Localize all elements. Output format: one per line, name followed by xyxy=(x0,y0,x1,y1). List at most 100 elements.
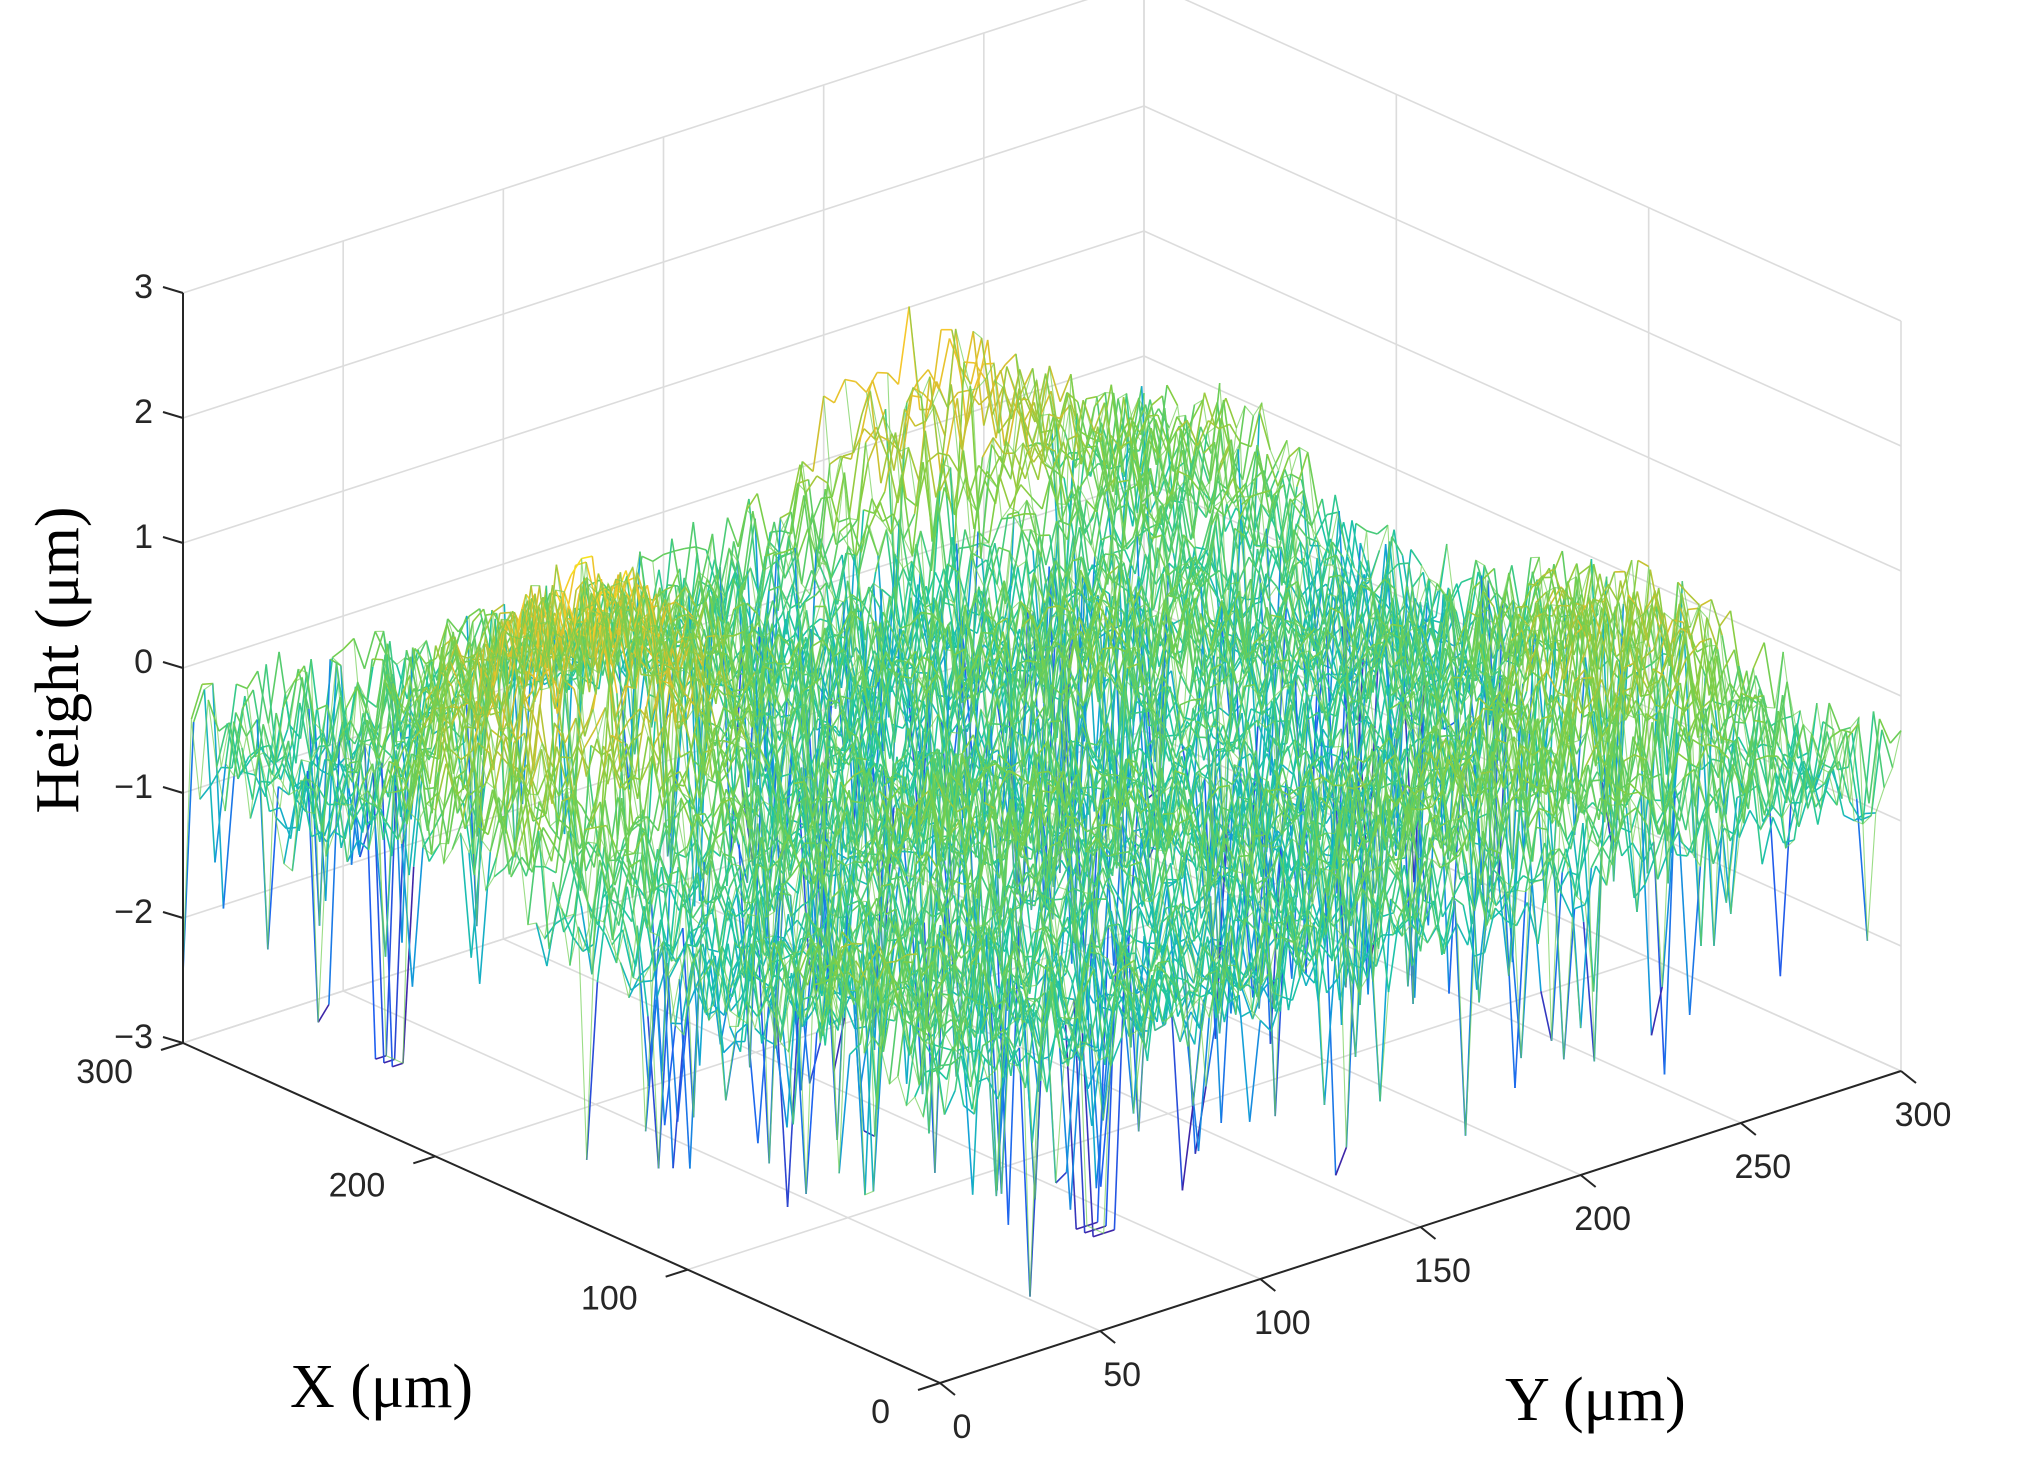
mesh-segment xyxy=(904,617,917,659)
mesh-segment xyxy=(342,637,355,650)
mesh-segment xyxy=(900,561,913,629)
mesh-segment xyxy=(581,555,593,560)
mesh-segment xyxy=(1118,417,1132,439)
mesh-segment xyxy=(1271,546,1285,584)
mesh-segment xyxy=(1218,423,1231,430)
mesh-segment xyxy=(455,643,468,673)
mesh-segment xyxy=(760,564,773,603)
surface-mesh xyxy=(182,306,1902,1297)
mesh-segment xyxy=(398,675,411,702)
mesh-segment xyxy=(573,688,586,737)
mesh-segment xyxy=(829,455,841,465)
mesh-segment xyxy=(243,771,255,776)
mesh-segment xyxy=(975,559,987,570)
mesh-segment xyxy=(386,822,399,841)
mesh-segment xyxy=(1216,512,1230,590)
mesh-segment xyxy=(748,626,761,687)
mesh-segment xyxy=(1103,402,1116,465)
mesh-segment xyxy=(726,517,739,548)
mesh-segment xyxy=(465,701,478,770)
mesh-segment xyxy=(954,477,967,516)
mesh-segment xyxy=(834,552,847,607)
mesh-segment xyxy=(933,405,946,437)
mesh-segment xyxy=(945,398,959,456)
mesh-segment xyxy=(789,601,802,609)
mesh-segment xyxy=(420,752,433,814)
mesh-segment xyxy=(1250,402,1263,447)
mesh-segment xyxy=(698,571,711,625)
mesh-segment xyxy=(392,1062,404,1068)
mesh-segment xyxy=(485,643,498,708)
mesh-segment xyxy=(582,604,595,625)
mesh-segment xyxy=(1151,395,1163,406)
mesh-segment xyxy=(897,306,910,385)
mesh-segment xyxy=(804,594,817,603)
mesh-segment xyxy=(607,634,620,668)
mesh-segment xyxy=(671,648,684,698)
mesh-segment xyxy=(224,683,238,764)
mesh-segment xyxy=(267,651,280,724)
mesh-segment xyxy=(222,775,235,909)
mesh-segment xyxy=(430,742,443,855)
mesh-segment xyxy=(199,785,212,800)
mesh-segment xyxy=(962,450,975,530)
mesh-segment xyxy=(355,781,368,826)
mesh-segment xyxy=(192,689,206,723)
mesh-segment xyxy=(1280,546,1293,605)
mesh-segment xyxy=(1131,420,1144,494)
mesh-segment xyxy=(1289,498,1302,515)
mesh-segment xyxy=(524,680,537,790)
mesh-segment xyxy=(741,511,754,590)
mesh-segment xyxy=(425,686,439,718)
mesh-segment xyxy=(983,362,994,365)
mesh-segment xyxy=(863,428,876,440)
mesh-segment xyxy=(1093,392,1106,408)
mesh-segment xyxy=(993,363,1006,446)
mesh-segment xyxy=(1010,530,1024,586)
mesh-segment xyxy=(458,642,471,674)
mesh-segment xyxy=(1067,433,1079,441)
mesh-segment xyxy=(267,786,280,950)
mesh-segment xyxy=(1075,604,1089,637)
mesh-segment xyxy=(635,621,648,689)
mesh-segment xyxy=(375,1054,387,1060)
mesh-segment xyxy=(756,493,769,541)
mesh-segment xyxy=(232,721,245,773)
mesh-segment xyxy=(493,603,505,613)
mesh-segment xyxy=(969,542,981,548)
mesh-segment xyxy=(397,788,410,876)
mesh-segment xyxy=(1134,513,1147,575)
mesh-segment xyxy=(327,680,340,744)
mesh-segment xyxy=(1126,503,1139,523)
mesh-segment xyxy=(1264,461,1278,485)
mesh-segment xyxy=(1165,524,1179,567)
mesh-segment xyxy=(641,673,652,677)
mesh-segment xyxy=(462,802,475,876)
mesh-segment xyxy=(372,631,385,667)
mesh-segment xyxy=(473,785,486,876)
mesh-segment xyxy=(868,586,881,608)
mesh-segment xyxy=(1199,440,1212,481)
mesh-segment xyxy=(266,775,279,787)
mesh-segment xyxy=(884,432,897,492)
mesh-segment xyxy=(1059,373,1072,402)
mesh-segment xyxy=(766,546,779,611)
mesh-segment xyxy=(316,704,328,711)
mesh-segment xyxy=(426,792,439,805)
wall-grid-z xyxy=(182,230,1145,544)
mesh-segment xyxy=(317,1004,330,1023)
mesh-segment xyxy=(790,511,803,585)
mesh-segment xyxy=(316,786,329,806)
mesh-segment xyxy=(641,555,654,563)
mesh-segment xyxy=(917,600,930,654)
mesh-segment xyxy=(1011,443,1024,518)
mesh-segment xyxy=(1210,553,1223,599)
mesh-segment xyxy=(719,696,732,729)
mesh-segment xyxy=(478,851,492,984)
mesh-segment xyxy=(444,703,456,709)
mesh-segment xyxy=(1100,534,1112,541)
mesh-segment xyxy=(290,677,303,746)
mesh-segment xyxy=(403,759,416,791)
mesh-segment xyxy=(1323,494,1336,566)
